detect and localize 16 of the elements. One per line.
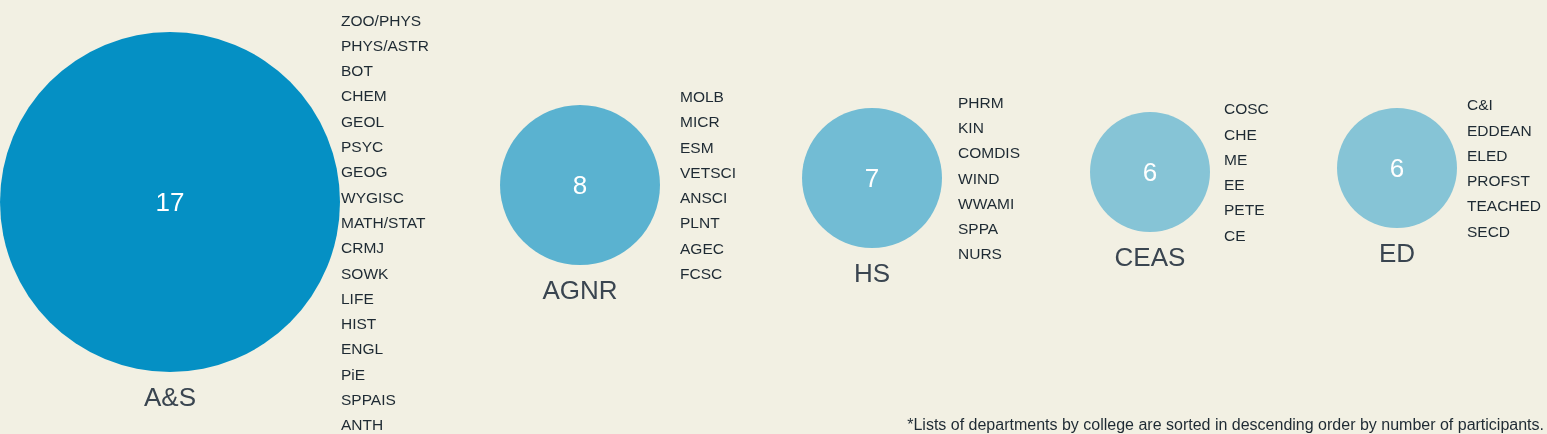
category-label: A&S <box>143 382 197 412</box>
data-label: 6 <box>1389 153 1405 183</box>
category-label: HS <box>853 258 891 288</box>
data-label: 7 <box>864 163 880 193</box>
text: C&I EDDEAN ELED PROFST TEACHED SECD <box>1467 96 1542 240</box>
text: PHRM KIN COMDIS WIND WWAMI SPPA NURS <box>958 93 1020 263</box>
data-label: 17 <box>155 187 185 217</box>
text: ZOO/PHYS PHYS/ASTR BOT CHEM GEOL PSYC GEOG WYGISC MATH/STAT CRMJ SOWK LIFE HIST ENGL PiE SPPAIS ANTH <box>341 11 429 434</box>
category-label: CEAS <box>1114 242 1186 272</box>
text: MOLB MICR ESM VETSCI ANSCI PLNT AGEC FCSC <box>680 87 736 283</box>
category-label: AGNR <box>542 275 618 305</box>
category-label: ED <box>1378 238 1416 268</box>
data-label: 8 <box>572 170 588 200</box>
text: COSC CHE ME EE PETE CE <box>1224 100 1269 244</box>
data-label: 6 <box>1142 157 1158 187</box>
text: *Lists of departments by college are sorted in descending order by number of participants. <box>907 415 1544 433</box>
